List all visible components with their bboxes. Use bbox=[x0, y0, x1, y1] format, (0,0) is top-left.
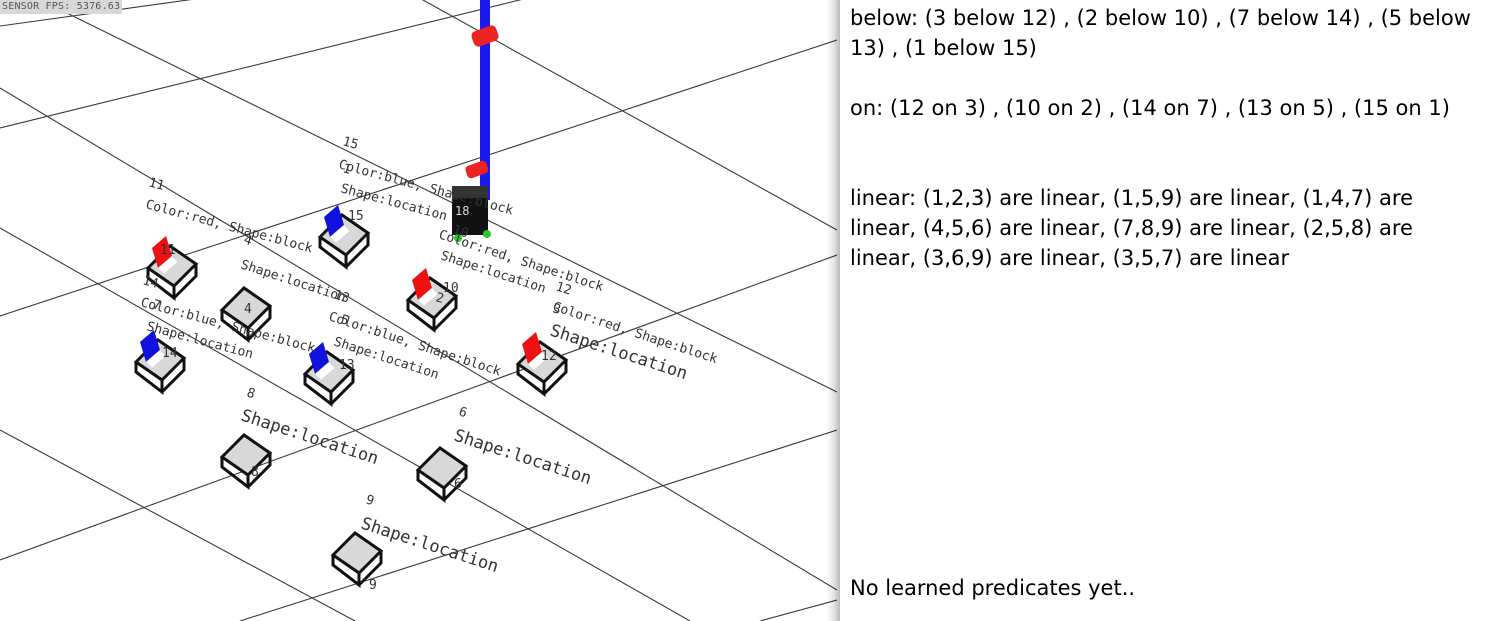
overlap-id-label: 3 bbox=[551, 301, 562, 318]
ground-grid bbox=[0, 0, 837, 621]
predicate-on: on: (12 on 3) , (10 on 2) , (14 on 7) , … bbox=[850, 96, 1450, 120]
block-14 bbox=[140, 330, 167, 369]
object-marker: 4 bbox=[244, 302, 252, 317]
location-9 bbox=[330, 531, 384, 589]
simulation-viewport[interactable]: 18 15 Color:blue, Shape:block Shape:locati… bbox=[0, 0, 837, 621]
block-15 bbox=[324, 205, 351, 244]
object-marker: 12 bbox=[541, 349, 557, 364]
overlap-id-label: 5 bbox=[339, 312, 350, 329]
predicate-linear: linear: (1,2,3) are linear, (1,5,9) are … bbox=[850, 186, 1414, 270]
object-id-label: 6 bbox=[457, 405, 469, 422]
object-marker: 13 bbox=[339, 358, 355, 373]
predicates-panel: below: (3 below 12) , (2 below 10) , (7 … bbox=[840, 0, 1495, 621]
object-id-label: 11 bbox=[147, 175, 166, 194]
block-12 bbox=[522, 332, 549, 371]
panel-divider bbox=[826, 0, 840, 621]
location-4 bbox=[219, 286, 273, 344]
object-id-label: 10 bbox=[451, 223, 471, 242]
object-marker: 11 bbox=[160, 243, 176, 258]
location-6 bbox=[415, 446, 469, 504]
object-id-label: 8 bbox=[245, 386, 257, 403]
object-id-label: 9 bbox=[364, 493, 376, 510]
object-marker: 8 bbox=[251, 465, 259, 480]
object-id-label: 15 bbox=[341, 134, 360, 153]
object-marker: 9 bbox=[369, 578, 377, 593]
arm-marker-label: 18 bbox=[455, 204, 469, 218]
fps-indicator: SENSOR FPS: 5376.63 bbox=[0, 0, 123, 14]
predicate-below: below: (3 below 12) , (2 below 10) , (7 … bbox=[850, 6, 1471, 60]
block-10 bbox=[412, 268, 439, 307]
object-location-label: Shape:location bbox=[358, 514, 500, 577]
object-location-label: Shape:location bbox=[451, 426, 593, 489]
overlap-id-label: 1 bbox=[341, 161, 352, 178]
robot-arm[interactable]: 18 bbox=[452, 0, 500, 242]
object-marker: 10 bbox=[443, 281, 459, 296]
object-marker: 15 bbox=[348, 209, 364, 224]
block-13 bbox=[309, 342, 336, 381]
object-marker: 6 bbox=[454, 477, 462, 492]
overlap-id-label: 7 bbox=[151, 297, 162, 314]
object-id-label: 14 bbox=[141, 273, 160, 292]
learned-predicates-status: No learned predicates yet.. bbox=[850, 576, 1136, 600]
object-id-label: 12 bbox=[554, 280, 574, 299]
block-11 bbox=[152, 236, 179, 275]
object-id-label: 13 bbox=[332, 288, 352, 307]
object-marker: 14 bbox=[162, 346, 178, 361]
overlap-id-label: 2 bbox=[434, 290, 445, 307]
location-8 bbox=[219, 433, 273, 491]
